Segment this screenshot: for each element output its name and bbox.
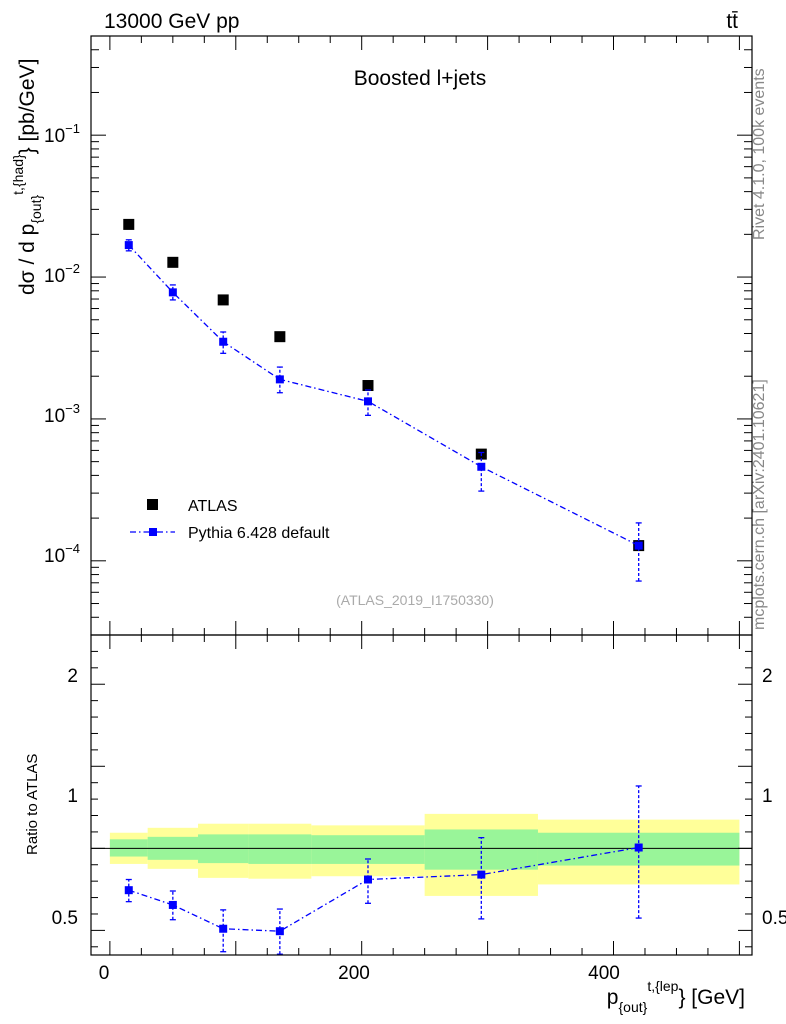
ratio-y-tick-labels-left: 0.5 1 2 [52, 666, 78, 929]
pythia-data-point [363, 397, 372, 406]
main-watermark: (ATLAS_2019_I1750330) [336, 592, 494, 608]
legend-pythia-marker [149, 528, 157, 536]
ratio-data-point [634, 843, 643, 852]
ratio-inner-band [248, 834, 312, 864]
main-frame [90, 35, 753, 636]
main-title: Boosted l+jets [354, 67, 487, 90]
ratio-y-tick-labels-right: 0.5 1 2 [762, 666, 786, 929]
pythia-data-point [275, 375, 284, 384]
ratio-y-tick-label-2: 2 [67, 666, 78, 687]
ratio-uncertainty-bands [109, 813, 740, 896]
legend-atlas-label: ATLAS [188, 498, 238, 515]
pythia-data-point [634, 541, 643, 550]
legend: ATLAS Pythia 6.428 default [130, 498, 330, 542]
ratio-panel: Ratio to ATLAS 0.5 1 2 0.5 1 2 0 200 400… [24, 634, 786, 1015]
energy-label: 13000 GeV pp [104, 10, 239, 33]
ratio-data-point [124, 886, 133, 895]
process-label: tt̄ [726, 10, 738, 33]
main-data-layer [123, 218, 645, 582]
atlas-data-point [123, 218, 135, 230]
main-axis-ticks [91, 35, 752, 636]
main-y-tick-labels: 10−4 10−3 10−2 10−1 [44, 121, 80, 567]
x-axis-label: p{out}t,{lep} [GeV] [607, 978, 745, 1015]
atlas-data-point [167, 256, 179, 268]
ratio-y-tick-label-right-1: 1 [762, 786, 773, 807]
y-tick-label-1e-2: 10−2 [44, 261, 80, 287]
main-panel: Boosted l+jets (ATLAS_2019_I1750330) dσ … [10, 35, 753, 636]
ratio-y-tick-label-right-0.5: 0.5 [762, 908, 786, 929]
pythia-data-point [477, 462, 486, 471]
main-y-axis-label: dσ / d p{out}t,{had}} [pb/GeV] [10, 59, 44, 295]
ratio-data-point [275, 927, 284, 936]
ratio-data-point [168, 900, 177, 909]
ratio-data-layer [124, 785, 643, 955]
ratio-frame [90, 634, 753, 956]
pythia-data-point [124, 241, 133, 250]
atlas-data-point [274, 331, 286, 343]
ratio-data-point [363, 875, 372, 884]
legend-pythia-label: Pythia 6.428 default [188, 525, 330, 542]
mcplots-label: mcplots.cern.ch [arXiv:2401.10621] [751, 379, 768, 630]
x-tick-label-0: 0 [99, 963, 110, 984]
x-tick-labels: 0 200 400 [99, 963, 620, 984]
ratio-y-tick-label-1: 1 [67, 786, 78, 807]
ratio-axis-ticks [91, 635, 752, 955]
legend-atlas-marker [147, 499, 158, 510]
ratio-y-tick-label-right-2: 2 [762, 666, 773, 687]
y-tick-label-1e-4: 10−4 [44, 541, 80, 567]
pythia-data-point [219, 337, 228, 346]
ratio-data-point [219, 924, 228, 933]
ratio-data-point [477, 870, 486, 879]
atlas-data-point [362, 380, 374, 392]
y-tick-label-1e-1: 10−1 [44, 121, 80, 147]
pythia-data-point [168, 288, 177, 297]
ratio-y-axis-label: Ratio to ATLAS [24, 754, 41, 855]
ratio-y-tick-label-0.5: 0.5 [52, 908, 78, 929]
y-tick-label-1e-3: 10−3 [44, 401, 80, 427]
rivet-version-label: Rivet 4.1.0, 100k events [751, 68, 768, 240]
atlas-data-point [217, 294, 229, 306]
x-tick-label-400: 400 [588, 963, 620, 984]
x-tick-label-200: 200 [338, 963, 370, 984]
